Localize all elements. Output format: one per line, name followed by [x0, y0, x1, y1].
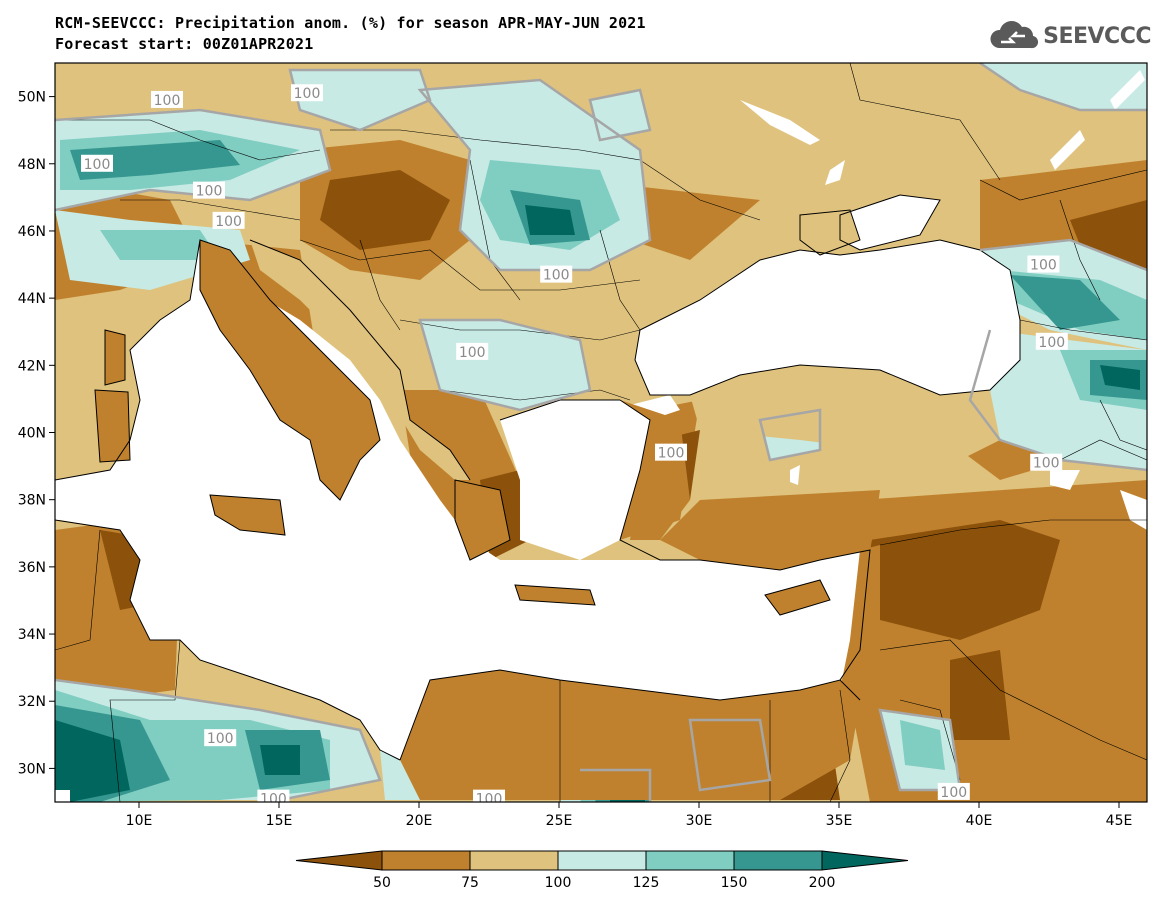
contour-label: 100	[655, 443, 687, 462]
lat-tick-label: 46N	[18, 224, 46, 240]
colorbar-tick-label: 125	[633, 875, 660, 891]
colorbar-tick-label: 50	[373, 875, 391, 891]
black-sea	[635, 240, 1020, 395]
contour-label: 100	[151, 90, 183, 109]
svg-text:100: 100	[84, 157, 111, 173]
italy-boot	[200, 240, 380, 500]
corsica	[105, 330, 125, 385]
lon-tick-label: 10E	[126, 813, 153, 829]
colorbar-tick-label: 200	[809, 875, 836, 891]
svg-text:100: 100	[294, 86, 321, 102]
lon-tick-label: 40E	[966, 813, 993, 829]
map-title: RCM-SEEVCCC: Precipitation anom. (%) for…	[55, 14, 646, 32]
lat-tick-label: 40N	[18, 426, 46, 442]
svg-text:100: 100	[476, 792, 503, 808]
crete	[515, 585, 595, 605]
svg-text:100: 100	[940, 785, 967, 801]
svg-text:100: 100	[1038, 335, 1065, 351]
contour-label: 100	[937, 782, 970, 801]
logo-text: SEEVCCC	[1043, 23, 1151, 49]
colorbar-bin	[733, 850, 823, 871]
colorbar-bin	[469, 850, 559, 871]
colorbar-tick-label: 100	[545, 875, 572, 891]
contour-label: 100	[540, 265, 573, 284]
lat-tick-label: 50N	[18, 90, 46, 106]
colorbar-bin	[821, 850, 909, 871]
colorbar-tick-label: 75	[461, 875, 479, 891]
colorbar-bin	[557, 850, 647, 871]
lat-tick-label: 34N	[18, 627, 46, 643]
levant-coast	[840, 545, 880, 700]
svg-text:100: 100	[260, 792, 287, 808]
lat-tick-label: 42N	[18, 358, 46, 374]
colorbar-bin	[295, 850, 383, 871]
colorbar: 50 75 100 125 150 200	[295, 850, 909, 891]
anatolia-west-coast	[620, 400, 690, 540]
svg-text:100: 100	[196, 184, 223, 200]
latitude-axis: 50N 48N 46N 44N 42N 40N 38N 36N 34N 32N 30N	[18, 90, 55, 777]
map-content: 100 100 100 100 100 100 100 100 100 100 100 100 100 1…	[55, 63, 1147, 808]
lat-tick-label: 36N	[18, 560, 46, 576]
north-africa-coast	[400, 670, 860, 800]
coastlines-and-borders	[55, 194, 1021, 761]
crimea	[800, 210, 860, 255]
seevccc-logo: SEEVCCC	[987, 20, 1151, 52]
lat-tick-label: 32N	[18, 694, 46, 710]
peloponnese	[455, 480, 510, 560]
longitude-axis: 10E 15E 20E 25E 30E 35E 40E 45E	[126, 802, 1133, 829]
contour-label: 100	[1027, 255, 1060, 274]
colorbar-bin	[645, 850, 735, 871]
lat-tick-label: 30N	[18, 761, 46, 777]
aegean-sea	[500, 400, 650, 560]
contour-label: 100	[1035, 332, 1068, 351]
sicily	[210, 495, 285, 535]
anatolia-south-coast	[660, 500, 880, 570]
contour-label: 100	[1030, 453, 1063, 472]
contour-label: 100	[204, 729, 237, 747]
lon-tick-label: 25E	[546, 813, 573, 829]
contour-label: 100	[257, 789, 290, 808]
colorbar-bin	[381, 850, 471, 871]
contour-label: 100	[193, 181, 225, 200]
svg-text:100: 100	[215, 214, 242, 230]
anatolia-north-coast	[690, 365, 1000, 460]
svg-text:100: 100	[1030, 258, 1057, 274]
lat-tick-label: 38N	[18, 493, 46, 509]
contour-label: 100	[456, 342, 489, 361]
lat-tick-label: 48N	[18, 157, 46, 173]
svg-text:100: 100	[154, 93, 181, 109]
sardinia	[95, 390, 130, 462]
svg-text:100: 100	[1033, 456, 1060, 472]
lon-tick-label: 35E	[826, 813, 853, 829]
svg-text:100: 100	[207, 731, 234, 747]
colorbar-tick-label: 150	[721, 875, 748, 891]
lon-tick-label: 15E	[266, 813, 293, 829]
contour-100-lines	[55, 63, 1147, 802]
contour-label: 100	[473, 789, 505, 808]
cloud-icon	[990, 21, 1039, 49]
country-borders	[55, 63, 1147, 802]
contour-label: 100	[212, 211, 245, 230]
lon-tick-label: 20E	[406, 813, 433, 829]
lon-tick-label: 45E	[1106, 813, 1133, 829]
contour-label: 100	[291, 84, 323, 102]
contour-labels: 100 100 100 100 100 100 100 100 100 100 100 100 100 1…	[81, 84, 1068, 808]
islands	[95, 210, 1000, 800]
forecast-start: Forecast start: 00Z01APR2021	[55, 35, 314, 53]
svg-text:100: 100	[543, 268, 570, 284]
svg-text:100: 100	[459, 345, 486, 361]
lat-tick-label: 44N	[18, 291, 46, 307]
lon-tick-label: 30E	[686, 813, 713, 829]
contour-label: 100	[81, 154, 113, 173]
balkan-coast	[250, 240, 470, 480]
svg-text:100: 100	[658, 446, 685, 462]
cyprus	[765, 580, 830, 615]
